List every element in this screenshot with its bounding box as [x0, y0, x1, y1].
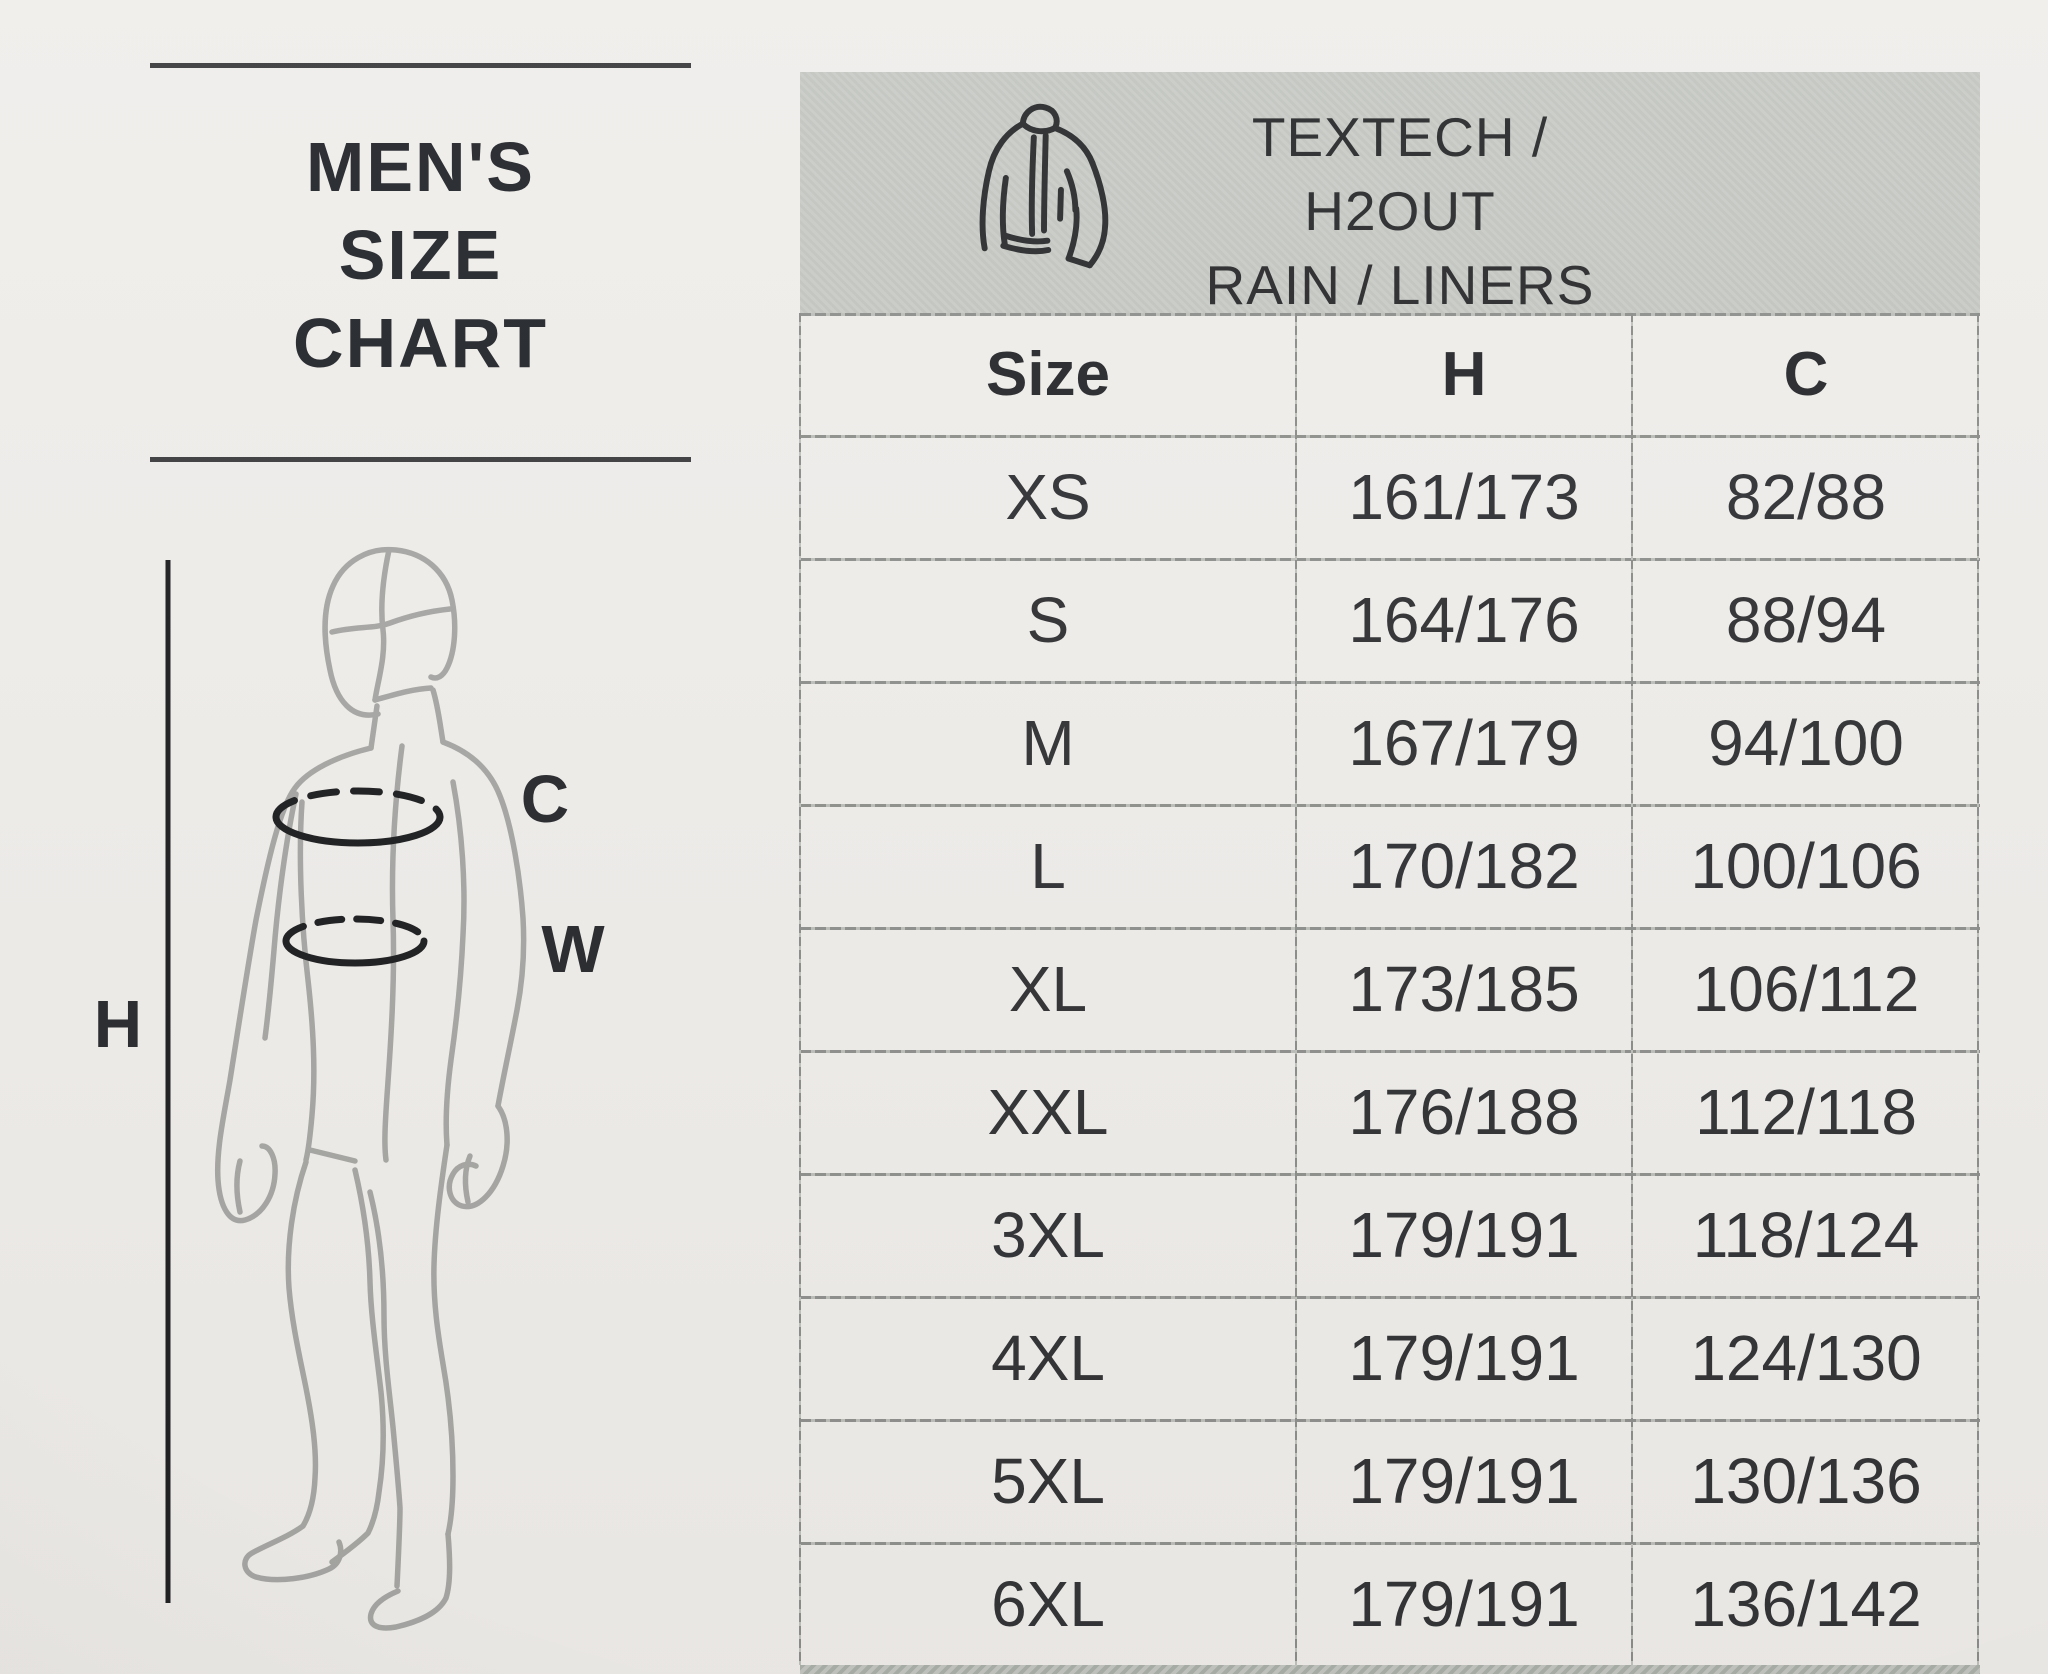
table-column-headers: Size H C — [800, 313, 1980, 435]
row-separator-line — [800, 1542, 1980, 1545]
cell-size: 4XL — [991, 1321, 1105, 1394]
cell-height-range: 179/191 — [1348, 1567, 1580, 1640]
row-separator-line — [800, 558, 1980, 561]
male-body-outline-illustration — [165, 546, 527, 1631]
cell-chest-range: 106/112 — [1692, 952, 1920, 1025]
page-title-line-1: MEN'S — [306, 128, 535, 206]
cell-chest-range: 124/130 — [1690, 1321, 1922, 1394]
cell-height-range: 173/185 — [1348, 952, 1580, 1025]
row-separator-line — [800, 927, 1980, 930]
banner-title-line-1: TEXTECH / H2OUT — [1251, 106, 1549, 242]
table-row: L 170/182 100/106 — [800, 804, 1980, 927]
cell-size: M — [1021, 706, 1075, 779]
next-section-gray-strip — [800, 1665, 1980, 1674]
table-row: XL 173/185 106/112 — [800, 927, 1980, 1050]
cell-size: L — [1030, 829, 1066, 902]
row-separator-line — [800, 804, 1980, 807]
row-separator-line — [800, 435, 1980, 438]
cell-height-range: 164/176 — [1348, 583, 1580, 656]
cell-height-range: 179/191 — [1348, 1321, 1580, 1394]
jacket-icon — [979, 103, 1109, 269]
waist-label: W — [541, 912, 605, 987]
cell-size: 6XL — [991, 1567, 1105, 1640]
column-separator-line — [1977, 313, 1979, 1665]
cell-size: 5XL — [991, 1444, 1105, 1517]
row-separator-line — [800, 1296, 1980, 1299]
row-separator-line — [800, 1419, 1980, 1422]
banner-title-line-2: RAIN / LINERS — [1205, 254, 1595, 316]
column-separator-line — [799, 313, 801, 1665]
chest-ellipse-solid — [272, 813, 444, 847]
table-row: XXL 176/188 112/118 — [800, 1050, 1980, 1173]
column-header-height: H — [1441, 339, 1487, 409]
size-table-body: XS 161/173 82/88 S 164/176 88/94 M 167/1… — [800, 435, 1980, 1665]
cell-chest-range: 82/88 — [1725, 460, 1887, 533]
waist-ellipse-dashed — [282, 915, 428, 945]
height-label: H — [93, 987, 143, 1062]
waist-ellipse-solid — [282, 937, 428, 967]
cell-chest-range: 94/100 — [1708, 706, 1904, 779]
row-separator-line — [800, 313, 1980, 316]
table-row: 3XL 179/191 118/124 — [800, 1173, 1980, 1296]
cell-chest-range: 88/94 — [1725, 583, 1887, 656]
table-row: M 167/179 94/100 — [800, 681, 1980, 804]
title-top-rule — [150, 63, 691, 68]
table-row: 6XL 179/191 136/142 — [800, 1542, 1980, 1665]
row-separator-line — [800, 1050, 1980, 1053]
cell-height-range: 161/173 — [1348, 460, 1580, 533]
column-header-chest: C — [1783, 339, 1829, 409]
cell-chest-range: 130/136 — [1690, 1444, 1922, 1517]
chest-label: C — [520, 762, 570, 837]
table-row: S 164/176 88/94 — [800, 558, 1980, 681]
row-separator-line — [800, 681, 1980, 684]
cell-height-range: 176/188 — [1348, 1075, 1580, 1148]
column-separator-line — [1295, 313, 1297, 1665]
measure-ellipses — [272, 787, 444, 967]
cell-size: XL — [1008, 952, 1088, 1025]
page-title-line-2: SIZE — [338, 216, 503, 294]
column-separator-line — [1631, 313, 1633, 1665]
body-sketch-lines — [214, 546, 527, 1631]
table-row: 5XL 179/191 130/136 — [800, 1419, 1980, 1542]
row-separator-line — [800, 1173, 1980, 1176]
cell-size: S — [1026, 583, 1070, 656]
table-row: XS 161/173 82/88 — [800, 435, 1980, 558]
cell-height-range: 170/182 — [1348, 829, 1580, 902]
cell-size: XXL — [987, 1075, 1109, 1148]
table-row: 4XL 179/191 124/130 — [800, 1296, 1980, 1419]
page-title: MEN'S SIZE CHART — [150, 123, 691, 387]
chest-ellipse-dashed — [272, 787, 444, 821]
page-title-line-3: CHART — [293, 304, 548, 382]
cell-chest-range: 100/106 — [1690, 829, 1922, 902]
table-banner-title: TEXTECH / H2OUT RAIN / LINERS — [1150, 100, 1650, 322]
cell-height-range: 179/191 — [1348, 1444, 1580, 1517]
column-header-size: Size — [985, 339, 1111, 409]
cell-size: 3XL — [991, 1198, 1105, 1271]
title-bottom-rule — [150, 457, 691, 462]
cell-chest-range: 112/118 — [1695, 1075, 1917, 1148]
cell-height-range: 179/191 — [1348, 1198, 1580, 1271]
cell-height-range: 167/179 — [1348, 706, 1580, 779]
cell-chest-range: 136/142 — [1690, 1567, 1922, 1640]
cell-size: XS — [1005, 460, 1091, 533]
table-header-banner — [800, 72, 1980, 313]
cell-chest-range: 118/124 — [1692, 1198, 1920, 1271]
